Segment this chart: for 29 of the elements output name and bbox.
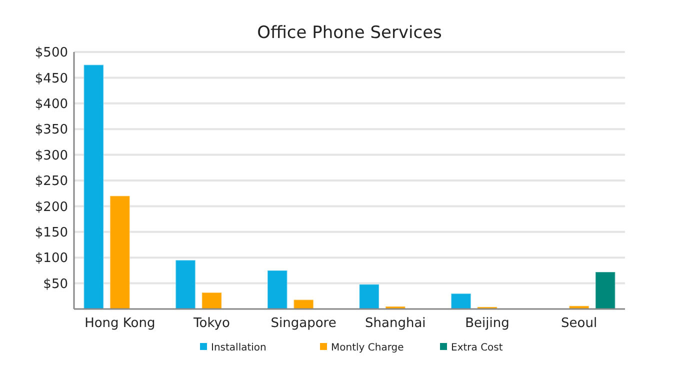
legend-label: Montly Charge [331, 342, 404, 354]
bar [293, 299, 314, 310]
bar [594, 271, 616, 310]
y-tick-label: $400 [34, 96, 68, 112]
bar [83, 64, 104, 310]
bar [175, 260, 196, 310]
bar [201, 292, 222, 310]
bar [267, 270, 288, 310]
x-tick-label: Tokyo [192, 316, 230, 331]
y-tick-label: $250 [34, 174, 68, 190]
y-tick-label: $100 [34, 251, 68, 266]
chart-title: Office Phone Services [257, 23, 442, 43]
x-tick-label: Beijing [465, 316, 510, 331]
bar [110, 195, 130, 310]
x-tick-label: Singapore [270, 316, 336, 331]
x-tick-label: Shanghai [365, 316, 426, 331]
x-tick-label: Seoul [561, 316, 598, 331]
y-tick-label: $500 [34, 46, 68, 61]
bar [450, 293, 472, 310]
y-tick-label: $350 [34, 122, 68, 138]
legend-label: Extra Cost [451, 342, 503, 354]
bar [358, 284, 380, 310]
x-tick-label: Hong Kong [84, 316, 156, 331]
legend-label: Installation [211, 342, 266, 354]
y-tick-label: $450 [34, 71, 68, 86]
y-tick-label: $50 [43, 276, 68, 292]
y-tick-label: $200 [34, 200, 68, 215]
y-tick-label: $150 [34, 225, 68, 240]
y-tick-label: $300 [34, 148, 68, 164]
